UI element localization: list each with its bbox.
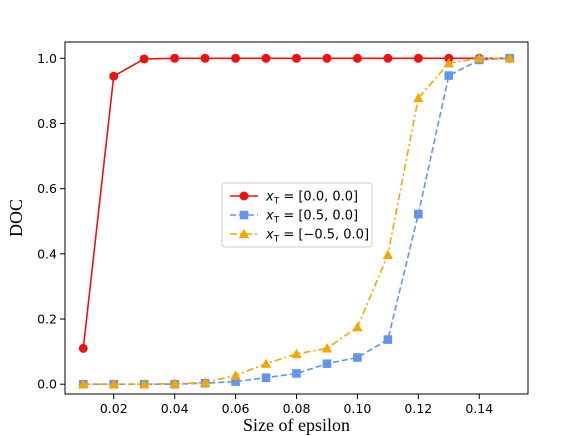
- legend-rest: = [−0.5, 0.0]: [279, 228, 369, 243]
- data-point: [504, 53, 515, 63]
- y-tick-label: 1.0: [37, 51, 57, 66]
- legend-item-1: xT = [0.5, 0.0]: [230, 209, 358, 226]
- series-layer: [78, 53, 515, 389]
- data-point: [231, 53, 241, 63]
- legend-box: [221, 182, 373, 248]
- x-tick-label: 0.02: [100, 401, 128, 416]
- legend-rest: = [0.0, 0.0]: [279, 190, 358, 205]
- x-tick-label: 0.04: [161, 401, 189, 416]
- data-point: [261, 373, 271, 383]
- data-point: [291, 348, 302, 359]
- legend-label: xT = [0.5, 0.0]: [265, 209, 358, 226]
- y-axis-label: DOC: [6, 199, 26, 237]
- data-point: [352, 53, 362, 63]
- data-point: [383, 53, 393, 63]
- data-point: [443, 57, 455, 68]
- data-point: [231, 377, 240, 386]
- y-tick-label: 0.4: [37, 246, 57, 261]
- data-point: [292, 369, 301, 378]
- series-line: [83, 57, 510, 386]
- data-point: [353, 353, 362, 362]
- data-point: [474, 53, 485, 63]
- y-tick-label: 0.6: [37, 181, 57, 196]
- legend-subscript: T: [273, 216, 280, 226]
- data-point: [413, 92, 424, 103]
- data-point: [383, 335, 393, 344]
- legend-rest: = [0.5, 0.0]: [279, 209, 358, 224]
- data-point: [169, 378, 180, 388]
- data-point: [200, 53, 210, 63]
- x-tick-label: 0.10: [343, 401, 371, 416]
- legend-marker: [238, 228, 250, 239]
- x-axis-label: Size of epsilon: [243, 415, 350, 435]
- legend-label: xT = [−0.5, 0.0]: [265, 228, 369, 245]
- legend-item-0: xT = [0.0, 0.0]: [230, 190, 358, 207]
- x-tick-label: 0.12: [404, 401, 432, 416]
- legend-marker: [239, 191, 249, 201]
- data-point: [261, 53, 271, 63]
- legend-subscript: T: [273, 235, 280, 245]
- data-point: [199, 377, 211, 387]
- series-2: [78, 53, 515, 389]
- data-point: [260, 358, 272, 368]
- y-axis-ticks: 0.0 0.2 0.4 0.6 0.8 1.0: [37, 51, 65, 392]
- data-point: [139, 54, 149, 64]
- y-tick-label: 0.0: [37, 377, 57, 392]
- data-point: [352, 321, 363, 332]
- data-point: [382, 249, 394, 259]
- y-tick-label: 0.8: [37, 116, 57, 131]
- data-point: [413, 53, 423, 63]
- x-axis-ticks: 0.02 0.04 0.06 0.08 0.10 0.12 0.14: [100, 394, 493, 416]
- series-line: [83, 57, 510, 386]
- data-point: [414, 209, 423, 219]
- x-tick-label: 0.14: [465, 401, 493, 416]
- legend-var: x: [265, 190, 274, 205]
- x-tick-label: 0.06: [222, 401, 250, 416]
- legend-label: xT = [0.0, 0.0]: [265, 190, 358, 207]
- legend-marker: [239, 210, 249, 220]
- data-point: [322, 359, 332, 368]
- data-point: [108, 379, 119, 389]
- legend-var: x: [265, 228, 274, 243]
- data-point: [292, 53, 301, 63]
- data-point: [109, 71, 119, 81]
- data-point: [321, 343, 333, 353]
- x-tick-label: 0.08: [283, 401, 311, 416]
- data-point: [444, 71, 454, 80]
- y-tick-label: 0.2: [37, 312, 57, 327]
- data-point: [78, 343, 88, 353]
- data-point: [78, 379, 89, 389]
- data-point: [322, 53, 332, 63]
- legend: xT = [0.0, 0.0]xT = [0.5, 0.0]xT = [−0.5…: [221, 182, 373, 248]
- data-point: [138, 379, 150, 389]
- legend-var: x: [265, 209, 274, 224]
- legend-item-2: xT = [−0.5, 0.0]: [230, 228, 369, 245]
- data-point: [230, 370, 241, 380]
- data-point: [170, 53, 180, 63]
- legend-subscript: T: [273, 197, 280, 207]
